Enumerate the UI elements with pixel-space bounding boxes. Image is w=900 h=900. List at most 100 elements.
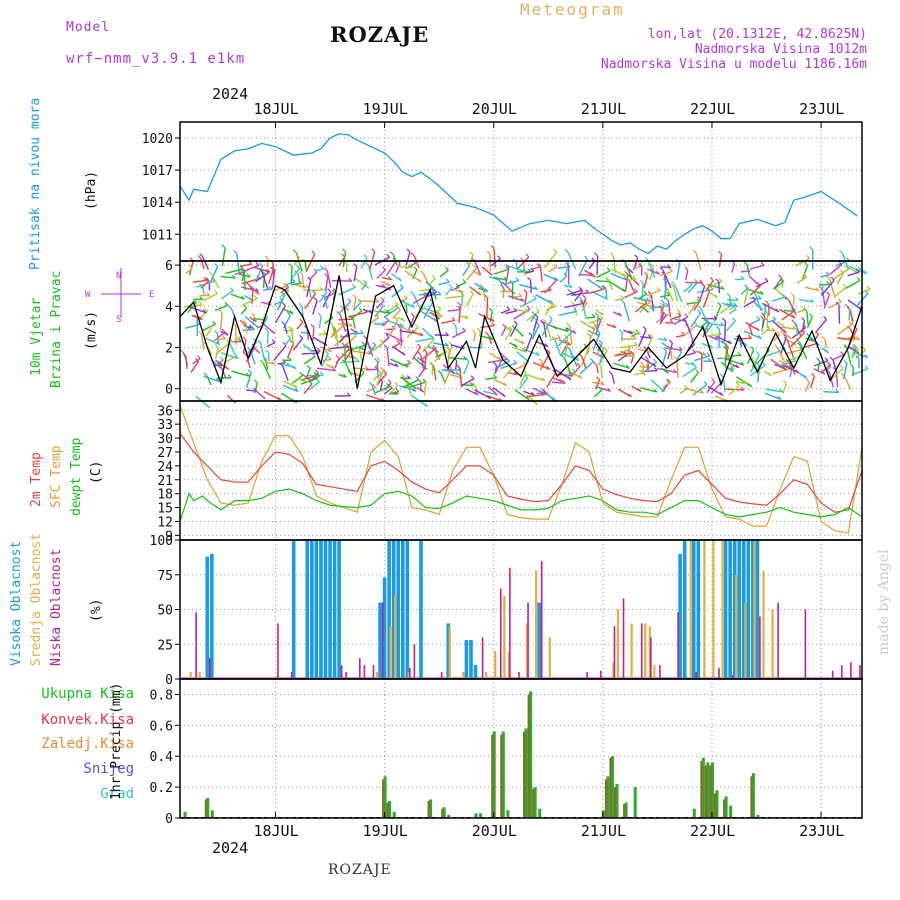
sfc-temp-line	[179, 405, 863, 534]
wind-barb	[699, 286, 706, 300]
wind-barb	[190, 361, 200, 374]
wind-barb	[788, 299, 797, 316]
wind-barb-tip	[238, 338, 242, 343]
wind-barb-tip	[579, 300, 584, 304]
wind-barb-tip	[631, 353, 635, 358]
wind-barb	[200, 258, 205, 270]
wind-barb	[782, 364, 799, 374]
wind-barb-tip	[543, 391, 548, 396]
wind-barb-tip	[597, 362, 602, 367]
wind-barb	[282, 307, 294, 315]
wind-barb	[659, 314, 667, 325]
wind-barb-tip	[774, 344, 779, 349]
wind-barb-tip	[592, 273, 596, 278]
mid-cloud-bar	[494, 651, 497, 679]
wind-barb-tip	[268, 285, 273, 290]
wind-barb-tip	[520, 340, 525, 345]
elevation-text: Nadmorska Visina 1012m	[694, 42, 867, 57]
mid-cloud-bar	[721, 540, 724, 679]
wind-barb	[454, 360, 458, 370]
wind-barb	[381, 276, 392, 281]
wind-barb-tip	[697, 296, 702, 301]
wind-barb	[415, 337, 434, 343]
precip-total-bar	[442, 807, 446, 818]
wind-barb-tip	[353, 263, 358, 268]
mid-cloud-bar	[503, 595, 506, 679]
wind-barb-tip	[448, 341, 453, 346]
wind-barb	[743, 299, 756, 308]
wind-barb-tip	[428, 333, 433, 338]
precip-total-bar	[447, 814, 451, 818]
y-tick-label: 0	[165, 383, 173, 398]
wind-barb-tip	[321, 294, 326, 299]
wind-barb-tip	[374, 366, 379, 370]
wind-barb	[543, 251, 558, 269]
top-day-label: 20JUL	[471, 100, 517, 118]
wind-barb-tip	[677, 312, 682, 317]
wind-barb-tip	[549, 299, 554, 304]
wind-barb-tip	[706, 352, 711, 357]
wind-barb-tip	[645, 309, 649, 313]
wind-barb	[388, 384, 399, 396]
wind-barb	[749, 297, 762, 300]
wind-barb-tip	[624, 270, 629, 275]
wind-barb-tip	[406, 375, 411, 379]
wind-barb	[748, 325, 754, 336]
wind-barb-tip	[506, 306, 511, 311]
wind-barb-tip	[535, 308, 540, 312]
wind-barb	[478, 313, 495, 322]
wind-barb-tip	[313, 375, 318, 379]
wind-barb-tip	[513, 343, 518, 348]
wind-barb	[277, 294, 286, 311]
wind-barb	[381, 319, 390, 327]
wind-barb	[346, 344, 366, 352]
wind-barb	[663, 281, 667, 300]
wind-barb-tip	[462, 278, 467, 283]
wind-barb-tip	[719, 373, 724, 378]
wind-barb-tip	[701, 282, 706, 287]
wind-barb	[778, 360, 796, 367]
wind-barb-tip	[389, 251, 394, 255]
wind-barb-tip	[195, 358, 199, 362]
wind-barb-tip	[469, 382, 474, 386]
wind-barb	[367, 265, 374, 280]
wind-barb-tip	[541, 377, 546, 382]
wind-barb	[624, 262, 633, 280]
wind-barb	[539, 266, 543, 282]
precip-conv-bar	[527, 694, 530, 818]
wind-barb-tip	[199, 296, 204, 301]
wind-barb-tip	[248, 324, 253, 329]
wind-barb-tip	[601, 285, 606, 290]
wind-barb-tip	[293, 384, 298, 388]
high-cloud-bar	[696, 540, 701, 679]
model-label: Model	[66, 20, 111, 35]
wind-barb	[281, 363, 291, 367]
wind-barb-tip	[732, 305, 737, 310]
wind-barb-tip	[785, 296, 790, 301]
wind-barb-tip	[839, 269, 844, 274]
wind-barb	[418, 291, 435, 296]
wind-barb	[662, 269, 672, 289]
wind-barb-tip	[433, 317, 438, 322]
low-cloud-bar	[277, 623, 279, 679]
high-cloud-bar	[678, 553, 682, 679]
wind-barb-tip	[622, 288, 627, 293]
wind-barb	[592, 332, 601, 351]
wind-barb-tip	[233, 249, 238, 254]
wind-barb-tip	[566, 345, 571, 350]
wind-barb-tip	[493, 374, 498, 379]
wind-barb-tip	[437, 305, 441, 310]
wind-barb	[792, 296, 795, 306]
wind-barb-tip	[251, 312, 256, 317]
wind-barb-tip	[552, 302, 556, 307]
wind-barb	[291, 267, 301, 278]
low-cloud-bar	[195, 612, 197, 679]
wind-barb-tip	[345, 306, 350, 311]
mid-cloud-bar	[275, 676, 279, 679]
wind-barb	[642, 364, 645, 374]
wind-barb	[290, 329, 295, 348]
wind-barb-tip	[430, 288, 435, 293]
wind-barb	[375, 284, 386, 289]
wind-barb	[649, 266, 655, 281]
wind-barb	[505, 267, 510, 286]
